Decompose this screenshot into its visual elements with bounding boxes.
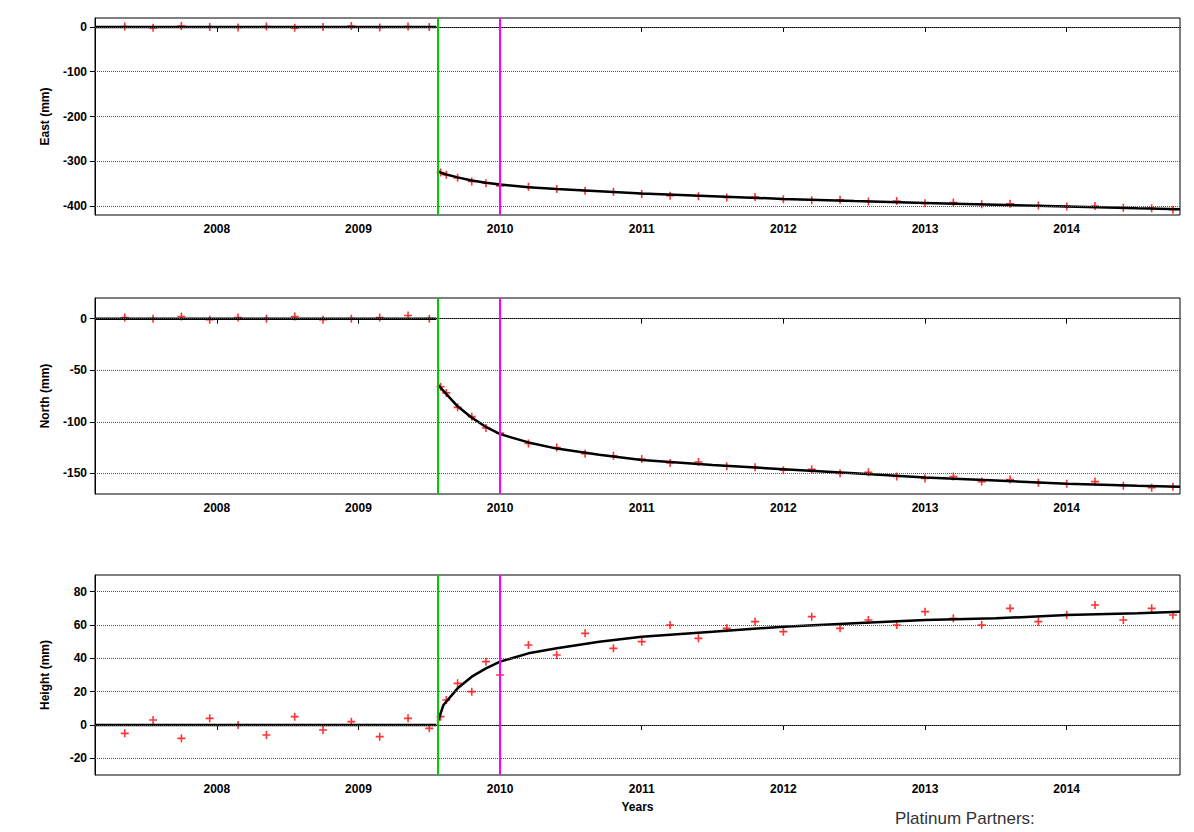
svg-text:20: 20 — [74, 685, 88, 699]
svg-text:-400: -400 — [63, 199, 87, 213]
svg-text:0: 0 — [80, 312, 87, 326]
svg-text:2008: 2008 — [203, 782, 230, 796]
svg-text:2010: 2010 — [487, 782, 514, 796]
svg-text:2010: 2010 — [487, 222, 514, 236]
svg-text:0: 0 — [80, 20, 87, 34]
svg-text:2012: 2012 — [770, 501, 797, 515]
svg-text:-100: -100 — [63, 415, 87, 429]
svg-text:2008: 2008 — [203, 222, 230, 236]
svg-text:-50: -50 — [70, 363, 88, 377]
svg-text:2014: 2014 — [1053, 222, 1080, 236]
svg-text:2013: 2013 — [912, 782, 939, 796]
svg-text:North (mm): North (mm) — [38, 364, 52, 429]
svg-text:2011: 2011 — [629, 501, 655, 515]
svg-text:0: 0 — [80, 718, 87, 732]
svg-text:-150: -150 — [63, 466, 87, 480]
svg-text:2012: 2012 — [770, 222, 797, 236]
svg-text:-100: -100 — [63, 65, 87, 79]
svg-text:80: 80 — [74, 585, 88, 599]
svg-text:2014: 2014 — [1053, 501, 1080, 515]
svg-text:2013: 2013 — [912, 222, 939, 236]
svg-text:2009: 2009 — [345, 222, 372, 236]
svg-text:East (mm): East (mm) — [38, 87, 52, 145]
svg-text:2011: 2011 — [629, 222, 655, 236]
svg-text:-300: -300 — [63, 154, 87, 168]
svg-text:2012: 2012 — [770, 782, 797, 796]
svg-text:-200: -200 — [63, 110, 87, 124]
svg-text:2013: 2013 — [912, 501, 939, 515]
svg-text:2008: 2008 — [203, 501, 230, 515]
svg-text:2011: 2011 — [629, 782, 655, 796]
svg-text:2009: 2009 — [345, 782, 372, 796]
svg-text:60: 60 — [74, 618, 88, 632]
svg-text:Years: Years — [621, 800, 653, 814]
svg-text:40: 40 — [74, 651, 88, 665]
svg-text:Platinum Partners:: Platinum Partners: — [895, 809, 1035, 828]
svg-text:2009: 2009 — [345, 501, 372, 515]
svg-text:Height (mm): Height (mm) — [38, 640, 52, 710]
svg-text:2010: 2010 — [487, 501, 514, 515]
svg-text:-20: -20 — [70, 751, 88, 765]
svg-text:2014: 2014 — [1053, 782, 1080, 796]
